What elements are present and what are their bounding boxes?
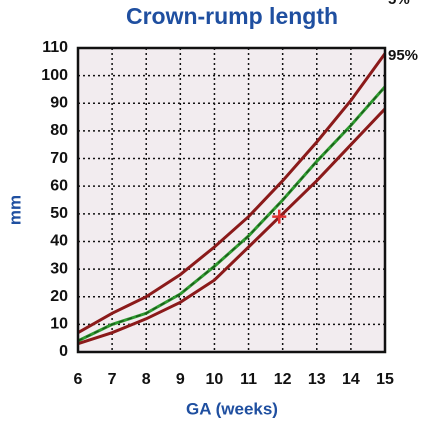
x-tick-label: 13 [308,371,326,388]
x-tick-label: 14 [342,371,360,388]
x-tick-label: 7 [108,371,117,388]
x-tick-label: 10 [206,371,224,388]
y-tick-label: 0 [59,343,68,360]
measurement-marker [272,209,287,224]
y-tick-label: 90 [50,94,68,111]
x-tick-label: 12 [274,371,292,388]
y-tick-label: 20 [50,288,68,305]
plot-background [78,48,385,352]
y-tick-label: 70 [50,150,68,167]
y-tick-label: 110 [42,39,68,56]
median-dash [77,86,386,342]
series-label: 5% [388,0,410,8]
x-tick-label: 9 [176,371,185,388]
y-tick-label: 10 [50,316,68,333]
y-tick-label: 80 [50,122,68,139]
series-line [77,52,387,335]
y-tick-label: 50 [50,205,68,222]
x-tick-label: 8 [142,371,151,388]
y-tick-label: 30 [50,260,68,277]
x-axis-label: GA (weeks) [186,399,278,418]
series-line [77,107,387,346]
y-tick-label: 60 [50,177,68,194]
series-label: 95% [388,47,418,64]
y-tick-label: 40 [50,233,68,250]
plot-border [76,46,387,354]
x-tick-label: 15 [376,371,394,388]
x-tick-label: 6 [74,371,83,388]
chart-title: Crown-rump length [126,3,338,29]
x-tick-label: 11 [240,371,257,388]
y-tick-label: 100 [41,67,68,84]
y-axis-label: mm [5,195,24,225]
